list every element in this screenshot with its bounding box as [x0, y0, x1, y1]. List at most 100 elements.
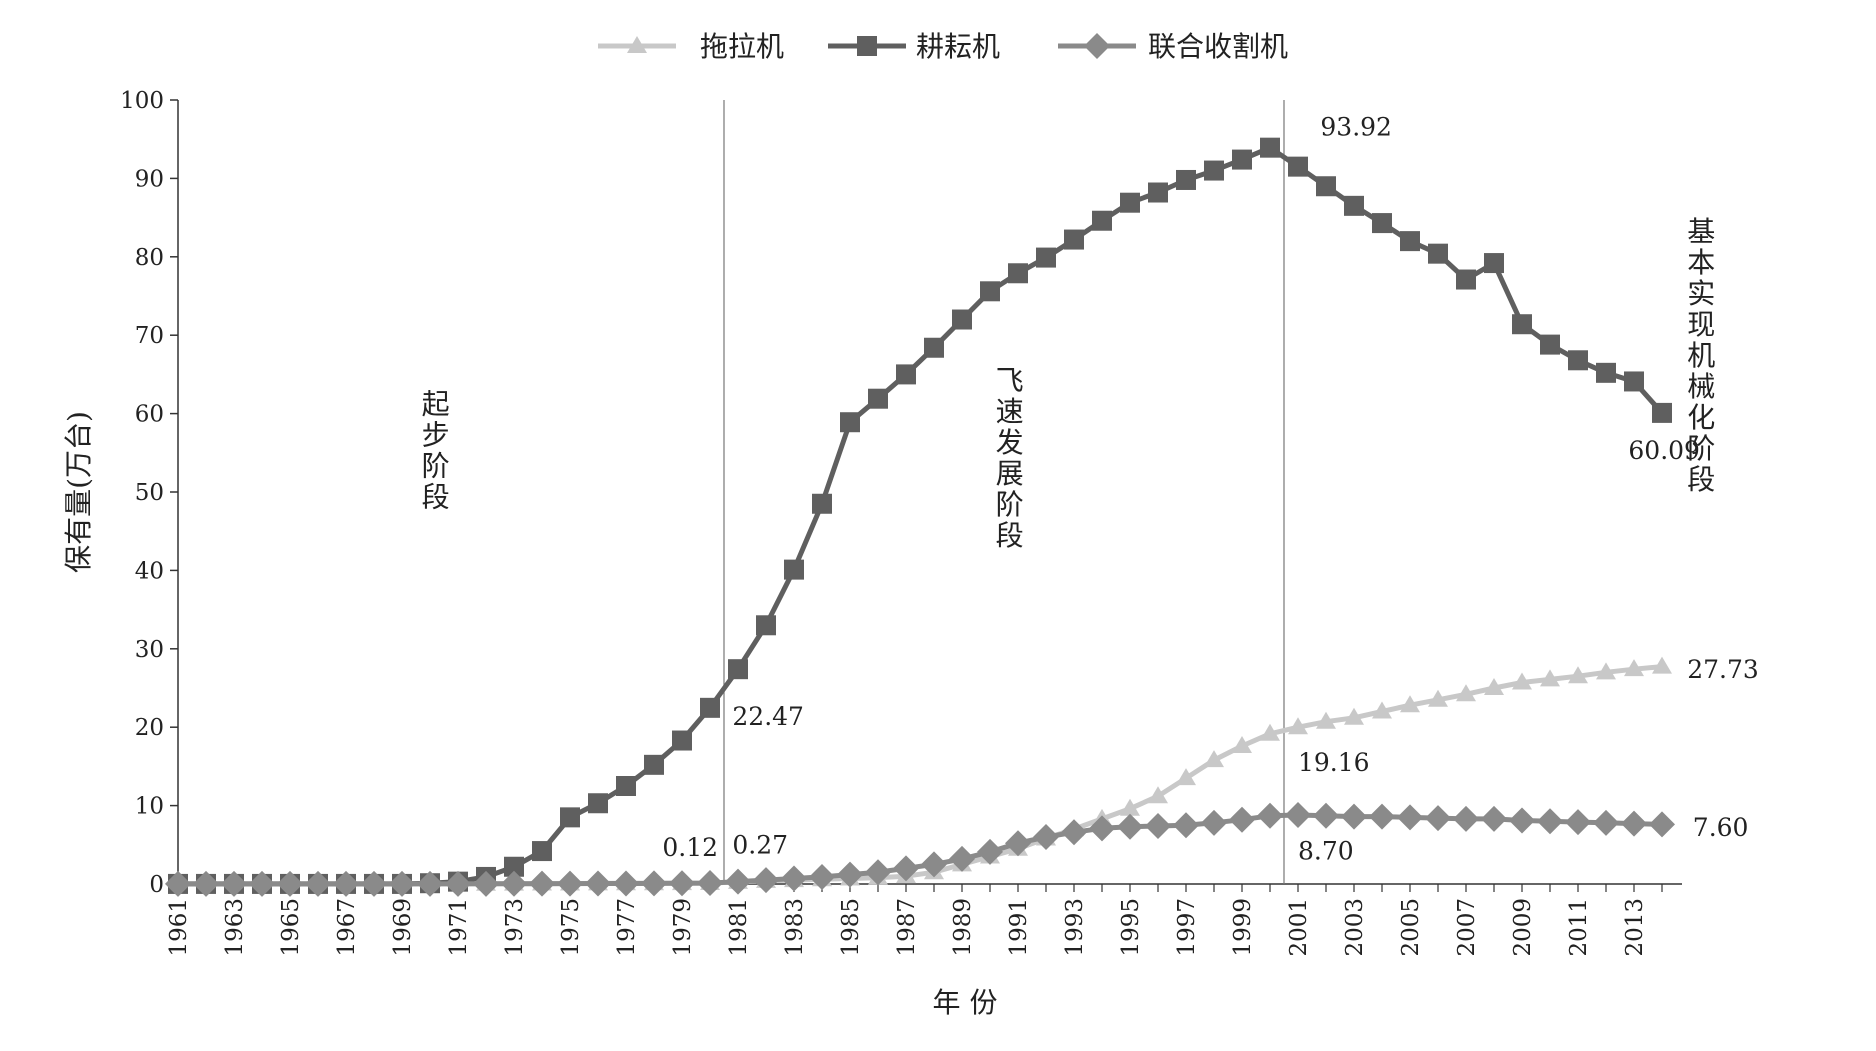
x-tick-label: 1963: [222, 898, 248, 957]
x-tick-label: 2009: [1510, 898, 1536, 957]
legend: 拖拉机 耕耘机 联合收割机: [598, 30, 1288, 63]
data-point: [1372, 213, 1392, 234]
legend-marker: [857, 36, 877, 56]
data-point: [1173, 812, 1199, 839]
data-point: [977, 838, 1003, 865]
data-point: [504, 856, 524, 877]
data-point: [1288, 717, 1308, 735]
data-point: [1568, 666, 1588, 684]
legend-marker: [1084, 33, 1110, 59]
data-point: [588, 793, 608, 814]
data-point: [1540, 669, 1560, 687]
data-point: [1428, 689, 1448, 707]
x-tick-label: 1975: [558, 898, 584, 957]
data-point: [781, 865, 807, 892]
data-point: [1089, 815, 1115, 842]
data-point: [417, 870, 443, 897]
data-point: [1176, 768, 1196, 786]
y-axis-title: 保有量(万台): [62, 411, 95, 573]
stage-dividers: [723, 100, 1285, 884]
data-point: [585, 870, 611, 897]
legend-item: 耕耘机: [828, 30, 1000, 63]
data-label: 0.27: [732, 830, 788, 859]
data-point: [1092, 210, 1112, 231]
y-tick-label: 50: [135, 480, 164, 506]
stage-label: 飞速发展阶段: [996, 364, 1024, 552]
data-point: [616, 776, 636, 796]
x-tick-label: 1981: [726, 898, 752, 957]
data-point: [1593, 809, 1619, 836]
x-tick-label: 2005: [1398, 898, 1424, 957]
data-point: [1033, 823, 1059, 850]
data-point: [1120, 192, 1140, 213]
legend-item: 拖拉机: [598, 30, 784, 63]
data-point: [1621, 810, 1647, 837]
data-point: [333, 870, 359, 897]
data-point: [1649, 811, 1675, 838]
x-tick-label: 1989: [950, 898, 976, 957]
x-tick-label: 1969: [390, 898, 416, 957]
data-point: [361, 870, 387, 897]
data-label: 93.92: [1320, 112, 1392, 141]
data-point: [249, 870, 275, 897]
data-point: [1008, 263, 1028, 284]
data-point: [1201, 809, 1227, 836]
x-tick-label: 1999: [1230, 898, 1256, 957]
legend-label: 耕耘机: [916, 30, 1000, 63]
data-point: [1484, 678, 1504, 695]
y-tick-label: 40: [135, 558, 164, 584]
data-point: [753, 867, 779, 894]
data-point: [1372, 701, 1392, 719]
data-point: [980, 281, 1000, 302]
data-point: [697, 870, 723, 897]
data-label: 60.09: [1628, 436, 1700, 465]
x-tick-label: 1987: [894, 898, 920, 957]
data-point: [1509, 807, 1535, 834]
data-point: [1453, 805, 1479, 832]
data-point: [728, 659, 748, 680]
data-point: [840, 412, 860, 433]
data-point: [1400, 231, 1420, 252]
data-point: [473, 870, 499, 897]
data-label: 8.70: [1298, 837, 1354, 866]
x-tick-label: 1983: [782, 898, 808, 957]
data-point: [641, 870, 667, 897]
data-point: [672, 730, 692, 751]
data-point: [1484, 253, 1504, 274]
data-point: [1316, 711, 1336, 729]
data-point: [1568, 350, 1588, 371]
data-point: [669, 870, 695, 897]
data-point: [1540, 334, 1560, 355]
data-point: [1232, 736, 1252, 754]
series-triangle: [168, 656, 1672, 891]
legend-label: 拖拉机: [700, 30, 784, 63]
x-tick-label: 1971: [446, 898, 472, 957]
data-label: 7.60: [1693, 813, 1749, 842]
data-point: [1257, 802, 1283, 829]
data-point: [557, 870, 583, 897]
stage-label: 基本实现机械化阶段: [1687, 215, 1715, 496]
y-tick-label: 90: [135, 166, 164, 192]
legend-label: 联合收割机: [1148, 30, 1288, 63]
data-point: [1481, 805, 1507, 832]
data-point: [1036, 247, 1056, 268]
data-point: [221, 870, 247, 897]
data-point: [1512, 672, 1532, 690]
data-point: [1341, 803, 1367, 830]
data-point: [445, 870, 471, 897]
x-tick-label: 2007: [1454, 898, 1480, 957]
data-point: [1344, 707, 1364, 725]
data-point: [1624, 371, 1644, 392]
y-tick-label: 30: [135, 637, 164, 663]
data-label: 22.47: [732, 702, 804, 731]
data-point: [532, 841, 552, 862]
data-point: [865, 859, 891, 886]
data-point: [1596, 662, 1616, 680]
y-tick-label: 80: [135, 245, 164, 271]
x-tick-label: 1961: [166, 898, 192, 957]
x-tick-label: 1977: [614, 898, 640, 957]
data-point: [1117, 813, 1143, 840]
data-point: [1148, 786, 1168, 804]
y-tick-label: 60: [135, 402, 164, 428]
